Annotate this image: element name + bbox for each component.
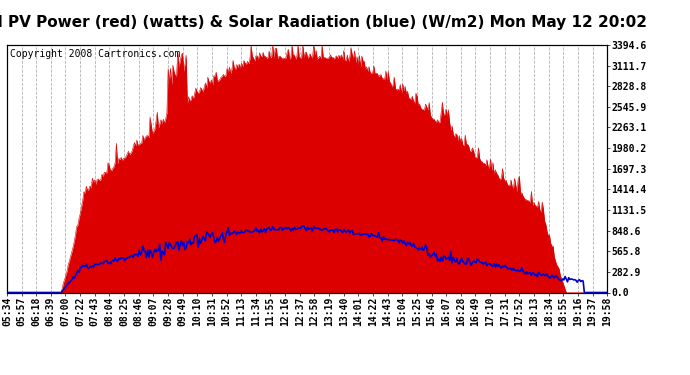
Text: Total PV Power (red) (watts) & Solar Radiation (blue) (W/m2) Mon May 12 20:02: Total PV Power (red) (watts) & Solar Rad… (0, 15, 647, 30)
Text: Copyright 2008 Cartronics.com: Copyright 2008 Cartronics.com (10, 49, 180, 59)
